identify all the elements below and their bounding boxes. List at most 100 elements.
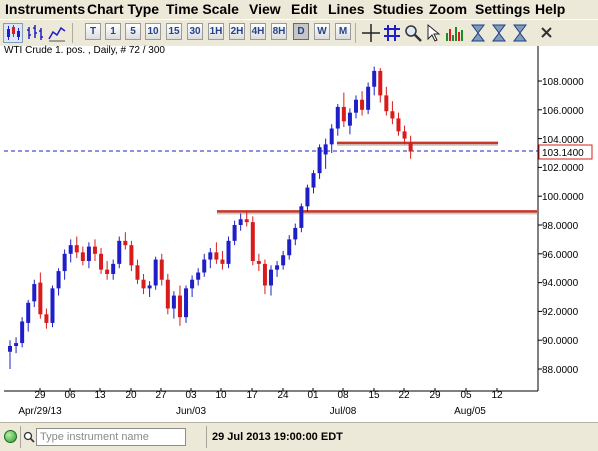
timeframe-10min-button[interactable]: 10 bbox=[145, 23, 161, 40]
x-tick-label: 22 bbox=[398, 390, 410, 401]
candle-body bbox=[323, 144, 328, 155]
pointer-icon[interactable] bbox=[423, 23, 443, 43]
candle-body bbox=[202, 259, 207, 273]
x-tick-label: 05 bbox=[460, 390, 472, 401]
timeframe-30min-button[interactable]: 30 bbox=[187, 23, 203, 40]
y-tick-label: 88.0000 bbox=[542, 365, 579, 376]
candle-body bbox=[311, 173, 316, 188]
candle-body bbox=[190, 279, 195, 289]
menu-chart-type[interactable]: Chart Type bbox=[87, 1, 160, 17]
candle-body bbox=[256, 261, 261, 264]
toolbar-separator bbox=[72, 23, 73, 43]
toolbar-separator bbox=[355, 23, 356, 43]
candle-body bbox=[281, 255, 286, 266]
price-chart[interactable]: 108.0000 106.0000 104.0000 102.0000 100.… bbox=[0, 46, 598, 422]
candle-body bbox=[360, 99, 365, 110]
x-month-label: Apr/29/13 bbox=[18, 406, 62, 417]
last-price-tag bbox=[538, 144, 593, 160]
timeframe-8h-button[interactable]: 8H bbox=[271, 23, 287, 40]
magnifier-icon[interactable] bbox=[403, 23, 423, 43]
timeframe-tick-button[interactable]: T bbox=[85, 23, 101, 40]
candle-body bbox=[135, 265, 140, 280]
y-tick-label: 92.0000 bbox=[542, 307, 579, 318]
close-icon[interactable] bbox=[537, 23, 557, 43]
chart-panel[interactable]: 108.0000 106.0000 104.0000 102.0000 100.… bbox=[0, 45, 598, 422]
candle-body bbox=[238, 219, 243, 225]
menu-edit[interactable]: Edit bbox=[291, 1, 318, 17]
menu-zoom[interactable]: Zoom bbox=[429, 1, 468, 17]
cursor-datetime: 29 Jul 2013 19:00:00 EDT bbox=[212, 431, 343, 443]
instrument-search-input[interactable] bbox=[36, 428, 186, 446]
bar-chart-icon[interactable] bbox=[25, 23, 45, 43]
candle-body bbox=[287, 239, 292, 256]
candle-body bbox=[293, 227, 298, 240]
timeframe-1h-button[interactable]: 1H bbox=[208, 23, 224, 40]
timeframe-1min-button[interactable]: 1 bbox=[105, 23, 121, 40]
x-tick-label: 24 bbox=[277, 390, 289, 401]
x-tick-label: 06 bbox=[64, 390, 76, 401]
timeframe-monthly-button[interactable]: M bbox=[335, 23, 351, 40]
candle-body bbox=[68, 245, 73, 254]
hourglass-icon[interactable] bbox=[489, 23, 509, 43]
candle-body bbox=[317, 147, 322, 174]
y-tick-label: 108.0000 bbox=[542, 77, 584, 88]
timeframe-4h-button[interactable]: 4H bbox=[250, 23, 266, 40]
x-tick-label: 17 bbox=[246, 390, 258, 401]
menu-time-scale[interactable]: Time Scale bbox=[166, 1, 239, 17]
toolbar: T 1 5 10 15 30 1H 2H 4H 8H D W M bbox=[0, 19, 598, 48]
menu-studies[interactable]: Studies bbox=[373, 1, 424, 17]
menu-settings[interactable]: Settings bbox=[475, 1, 531, 17]
grid-icon[interactable] bbox=[382, 23, 402, 43]
menu-instruments[interactable]: Instruments bbox=[5, 1, 86, 17]
menu-lines[interactable]: Lines bbox=[328, 1, 365, 17]
x-tick-label: 27 bbox=[155, 390, 167, 401]
candle-body bbox=[8, 345, 12, 352]
candle-body bbox=[208, 252, 213, 260]
candle-body bbox=[378, 70, 383, 96]
timeframe-daily-button[interactable]: D bbox=[293, 23, 309, 40]
timeframe-2h-button[interactable]: 2H bbox=[229, 23, 245, 40]
timeframe-weekly-button[interactable]: W bbox=[314, 23, 330, 40]
last-price-label: 103.1400 bbox=[542, 148, 584, 159]
y-tick-label: 98.0000 bbox=[542, 221, 579, 232]
candle-body bbox=[244, 219, 249, 223]
timeframe-5min-button[interactable]: 5 bbox=[125, 23, 141, 40]
candle-body bbox=[99, 253, 104, 270]
candle-body bbox=[38, 282, 43, 315]
y-tick-label: 94.0000 bbox=[542, 278, 579, 289]
menu-view[interactable]: View bbox=[249, 1, 281, 17]
x-tick-label: 01 bbox=[307, 390, 319, 401]
y-tick-label: 104.0000 bbox=[542, 135, 584, 146]
candle-body bbox=[269, 269, 274, 286]
line-chart-icon[interactable] bbox=[47, 23, 67, 43]
candle-body bbox=[111, 263, 116, 274]
candle-body bbox=[262, 263, 267, 286]
candle-body bbox=[129, 245, 134, 266]
crosshair-icon[interactable] bbox=[361, 23, 381, 43]
y-tick-label: 102.0000 bbox=[542, 163, 584, 174]
candle-body bbox=[123, 240, 128, 246]
y-tick-label: 100.0000 bbox=[542, 192, 584, 203]
x-tick-label: 29 bbox=[429, 390, 441, 401]
y-tick-label: 90.0000 bbox=[542, 336, 579, 347]
candle-body bbox=[159, 259, 164, 280]
x-tick-label: 13 bbox=[94, 390, 106, 401]
candle-body bbox=[275, 265, 280, 270]
candle-body bbox=[177, 295, 182, 318]
candlestick-chart-icon[interactable] bbox=[3, 23, 23, 43]
connection-status-icon bbox=[4, 430, 17, 443]
x-tick-label: 08 bbox=[337, 390, 349, 401]
candle-body bbox=[147, 285, 152, 289]
candle-body bbox=[117, 240, 122, 264]
candle-body bbox=[56, 271, 61, 289]
timeframe-15min-button[interactable]: 15 bbox=[166, 23, 182, 40]
candle-body bbox=[62, 253, 67, 272]
candle-body bbox=[86, 246, 91, 261]
candle-body bbox=[329, 128, 334, 145]
menu-help[interactable]: Help bbox=[535, 1, 566, 17]
x-tick-label: 20 bbox=[125, 390, 137, 401]
hourglass-icon[interactable] bbox=[468, 23, 488, 43]
hourglass-icon[interactable] bbox=[510, 23, 530, 43]
volume-bars-icon[interactable] bbox=[444, 23, 464, 43]
candle-body bbox=[384, 95, 389, 112]
